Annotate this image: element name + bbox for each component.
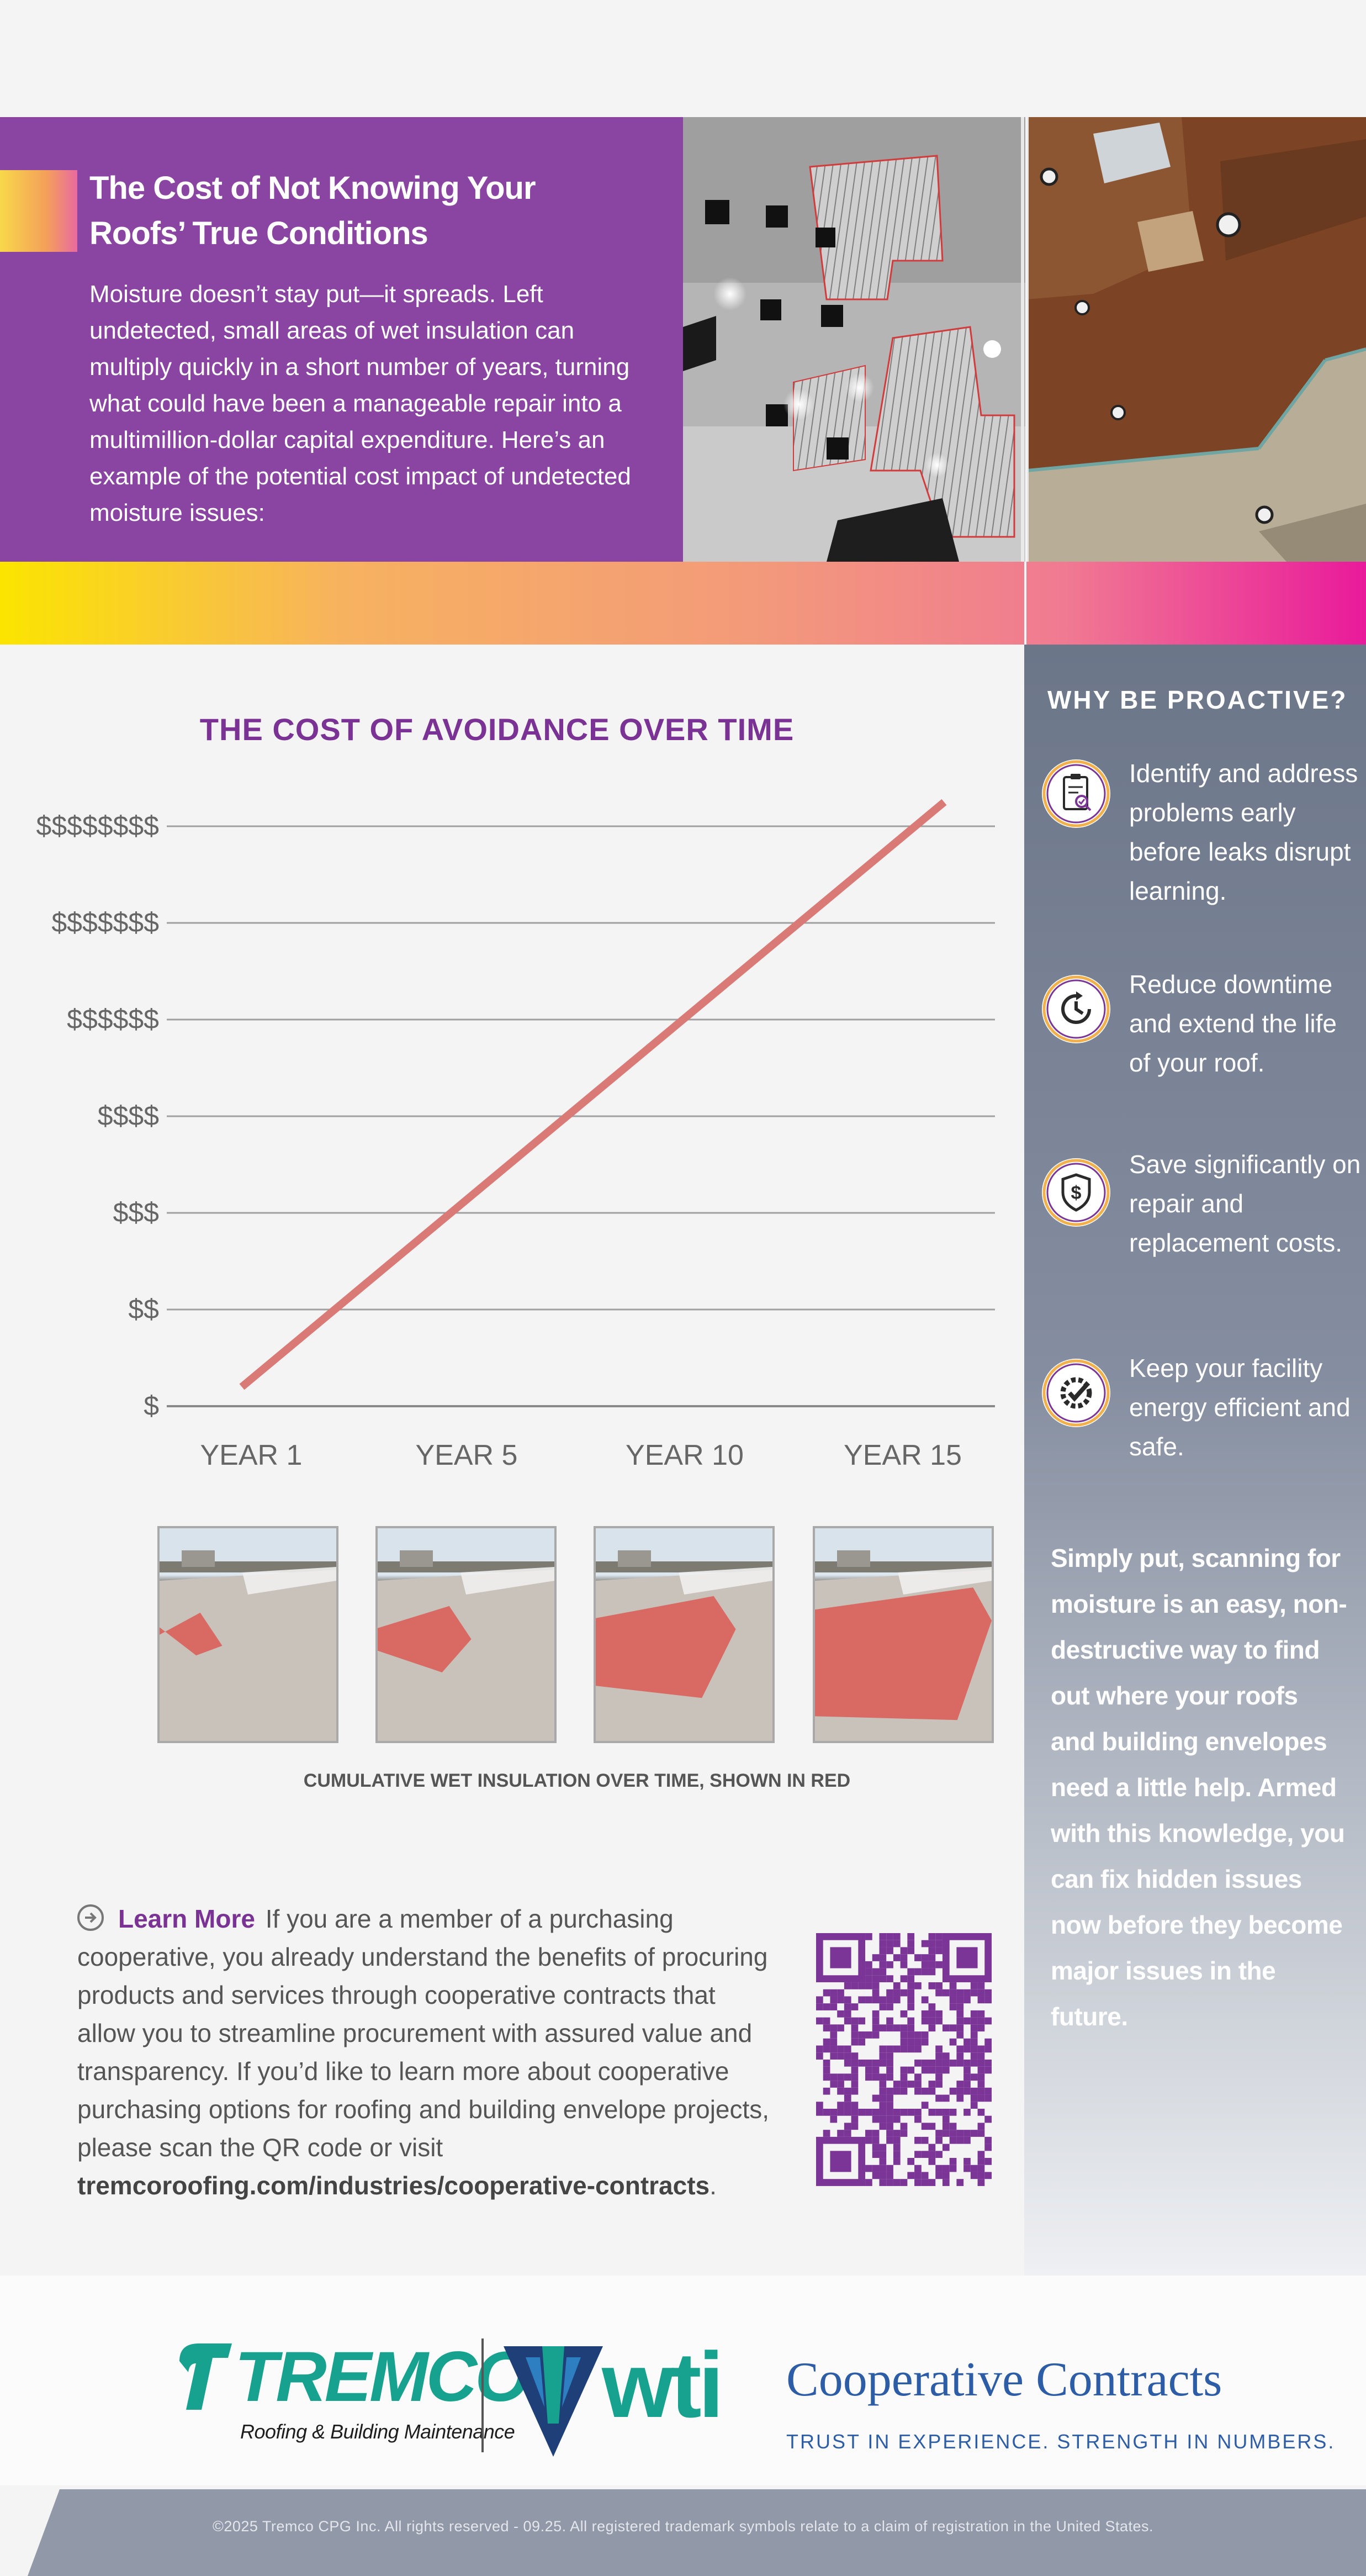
hero-body-text: Moisture doesn’t stay put—it spreads. Le… bbox=[89, 281, 631, 526]
roof-scene bbox=[378, 1528, 554, 1741]
hero-title-line1: The Cost of Not Knowing Your bbox=[89, 170, 536, 206]
cooperative-contracts-title: Cooperative Contracts bbox=[786, 2353, 1222, 2406]
y-tick-label: $$$$$$$ bbox=[51, 907, 159, 938]
wet-insulation-thumbnail bbox=[594, 1526, 775, 1743]
x-tick-label: YEAR 15 bbox=[844, 1439, 962, 1471]
sidebar-summary: Simply put, scanning for moisture is an … bbox=[1051, 1544, 1347, 2031]
hero-gradient-band bbox=[0, 562, 1366, 645]
cooperative-contracts-tagline: TRUST IN EXPERIENCE. STRENGTH IN NUMBERS… bbox=[786, 2430, 1336, 2453]
wet-insulation-thumbnail bbox=[375, 1526, 557, 1743]
cooperative-contracts-link[interactable]: tremcoroofing.com/industries/cooperative… bbox=[77, 2171, 710, 2200]
hero-title-line2: Roofs’ True Conditions bbox=[89, 215, 428, 251]
copyright-text: ©2025 Tremco CPG Inc. All rights reserve… bbox=[212, 2518, 1154, 2535]
y-tick-label: $$$$ bbox=[98, 1100, 159, 1131]
arrow-right-circle-icon[interactable] bbox=[77, 1904, 104, 1931]
learn-more-label[interactable]: Learn More bbox=[118, 1904, 255, 1933]
clipboard-check-icon bbox=[1042, 759, 1110, 828]
gear-check-icon bbox=[1042, 1359, 1110, 1427]
tremco-logo bbox=[174, 2339, 235, 2419]
wti-logo-mark bbox=[504, 2341, 603, 2459]
roof-scene bbox=[815, 1528, 992, 1741]
roof-scene bbox=[596, 1528, 772, 1741]
wti-wordmark: wti bbox=[602, 2333, 724, 2437]
benefit-text: Identify and address problems early befo… bbox=[1129, 759, 1358, 905]
y-tick-label: $ bbox=[144, 1390, 159, 1421]
clock-icon bbox=[1042, 975, 1110, 1043]
thumbnails-caption: CUMULATIVE WET INSULATION OVER TIME, SHO… bbox=[303, 1770, 851, 1791]
thermal-roof-image bbox=[683, 117, 1025, 562]
benefit-text: Reduce downtime and extend the life of y… bbox=[1129, 970, 1337, 1077]
qr-finder-pattern bbox=[816, 1933, 866, 1983]
x-tick-label: YEAR 10 bbox=[626, 1439, 744, 1471]
tremco-t-mark-icon bbox=[179, 2343, 232, 2410]
aerial-roof-graphic bbox=[1027, 117, 1366, 562]
hero-accent-bar bbox=[0, 170, 77, 252]
y-tick-label: $$$ bbox=[113, 1197, 159, 1228]
learn-more-text: If you are a member of a purchasing coop… bbox=[77, 1904, 770, 2162]
y-tick-label: $$$$$$$$ bbox=[36, 810, 159, 841]
dollar-shield-icon: $ bbox=[1042, 1158, 1110, 1227]
hero-title: The Cost of Not Knowing Your Roofs’ True… bbox=[89, 166, 642, 256]
roof-scene bbox=[160, 1528, 336, 1741]
qr-finder-pattern bbox=[816, 2136, 866, 2186]
qr-code[interactable] bbox=[816, 1933, 992, 2187]
learn-more-section: Learn More If you are a member of a purc… bbox=[77, 1900, 773, 2205]
chart-title: THE COST OF AVOIDANCE OVER TIME bbox=[199, 712, 795, 747]
logo-band bbox=[0, 2276, 1366, 2485]
wet-insulation-thumbnail bbox=[813, 1526, 994, 1743]
hero-panel bbox=[0, 117, 683, 562]
tremco-tagline: Roofing & Building Maintenance bbox=[240, 2420, 515, 2443]
svg-text:$: $ bbox=[1071, 1183, 1082, 1203]
gradient-divider bbox=[1024, 562, 1026, 645]
tremco-wordmark: TREMCO bbox=[235, 2337, 530, 2416]
x-tick-label: YEAR 5 bbox=[416, 1439, 518, 1471]
wti-shield-icon bbox=[504, 2346, 603, 2457]
thermal-roof-graphic bbox=[683, 117, 1025, 562]
sidebar-title: WHY BE PROACTIVE? bbox=[1047, 685, 1348, 714]
series-line bbox=[239, 799, 947, 1390]
logo-divider bbox=[481, 2339, 484, 2452]
cost-line-chart: $$$$$$$$$$$$$$$$$$$$$$$$$$$$$$$YEAR 1 YEA… bbox=[36, 799, 995, 1471]
wet-insulation-thumbnail bbox=[157, 1526, 338, 1743]
qr-finder-pattern bbox=[942, 1933, 992, 1983]
benefit-text: Keep your facility energy efficient and … bbox=[1129, 1354, 1351, 1461]
benefit-text: Save significantly on repair and replace… bbox=[1129, 1150, 1361, 1257]
learn-more-period: . bbox=[710, 2171, 717, 2200]
footer-bar bbox=[28, 2489, 1366, 2576]
aerial-roof-image bbox=[1027, 117, 1366, 562]
sidebar-panel bbox=[1024, 645, 1366, 2276]
x-tick-label: YEAR 1 bbox=[200, 1439, 303, 1471]
y-tick-label: $$ bbox=[128, 1294, 159, 1324]
y-tick-label: $$$$$$ bbox=[67, 1004, 159, 1034]
